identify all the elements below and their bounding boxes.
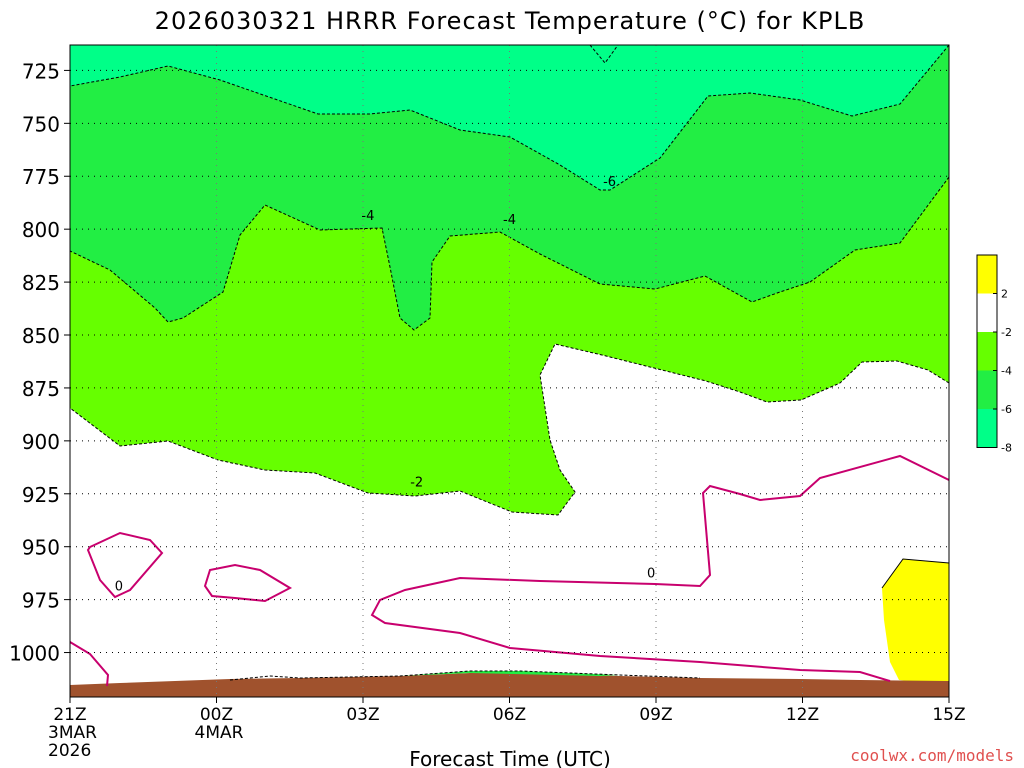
ground-terrain — [70, 673, 949, 697]
contour-label: -2 — [410, 476, 423, 491]
x-tick-label: 21Z — [53, 705, 86, 725]
legend-label: -2 — [1001, 326, 1012, 339]
y-tick-label: 925 — [22, 483, 60, 507]
chart-title: 2026030321 HRRR Forecast Temperature (°C… — [155, 7, 866, 35]
x-tick-label: 4MAR — [195, 723, 244, 743]
contour-labels: -6 -4 -4 -2 0 0 — [115, 175, 656, 594]
y-axis: 725 750 775 800 825 850 875 900 925 950 975 1000 — [9, 59, 70, 666]
zero-line-loop-1 — [86, 531, 164, 599]
legend-border — [976, 254, 998, 448]
x-tick-label: 3MAR — [48, 723, 97, 743]
contour-label: -4 — [361, 209, 374, 224]
legend-swatch — [977, 370, 997, 409]
fill-minus6-to-minus4 — [70, 45, 949, 330]
contour-label: 0 — [115, 579, 123, 594]
legend-label: -8 — [1001, 442, 1012, 455]
legend-swatch — [977, 409, 997, 448]
plot-area — [69, 44, 950, 698]
contour-label: 0 — [647, 567, 655, 582]
legend-label: 2 — [1001, 288, 1008, 301]
y-tick-label: 1000 — [9, 642, 60, 666]
y-tick-label: 725 — [22, 59, 60, 83]
y-tick-label: 800 — [22, 218, 60, 242]
legend-label: -4 — [1001, 365, 1012, 378]
contour-lines — [69, 44, 950, 687]
y-tick-label: 850 — [22, 324, 60, 348]
y-tick-label: 975 — [22, 589, 60, 613]
isotherm-ground — [229, 670, 701, 681]
y-tick-label: 950 — [22, 536, 60, 560]
zero-line-loop-2 — [203, 563, 293, 603]
legend-swatch — [977, 332, 997, 371]
contour-label: -4 — [503, 213, 516, 228]
x-tick-label: 12Z — [786, 705, 819, 725]
credit-text: coolwx.com/models — [850, 746, 1014, 765]
x-tick-label: 00Z — [200, 705, 233, 725]
isotherm-minus2 — [69, 343, 950, 516]
x-tick-label: 06Z — [493, 705, 526, 725]
contour-label: -6 — [603, 175, 616, 190]
y-tick-label: 900 — [22, 430, 60, 454]
y-tick-label: 750 — [22, 112, 60, 136]
freezing-level-lines — [69, 454, 950, 687]
legend-swatch — [977, 293, 997, 332]
isotherm-warm — [881, 558, 950, 589]
legend-swatch — [977, 255, 997, 294]
zero-line-main — [370, 454, 950, 682]
y-tick-label: 825 — [22, 271, 60, 295]
isotherm-minus4 — [69, 176, 950, 331]
x-axis-title: Forecast Time (UTC) — [409, 747, 611, 768]
x-tick-label: 03Z — [346, 705, 379, 725]
x-tick-label: 15Z — [932, 705, 965, 725]
y-tick-label: 875 — [22, 377, 60, 401]
isotherm-minus6 — [69, 44, 950, 191]
isotherm-minus6-notch — [589, 44, 619, 64]
legend-label: -6 — [1001, 403, 1012, 416]
y-tick-label: 775 — [22, 165, 60, 189]
fill-warm-above-0 — [882, 559, 949, 685]
color-legend: 2 -2 -4 -6 -8 — [976, 254, 1012, 455]
zero-line-corner — [69, 641, 110, 687]
x-tick-label: 09Z — [639, 705, 672, 725]
x-tick-label: 2026 — [48, 741, 91, 761]
